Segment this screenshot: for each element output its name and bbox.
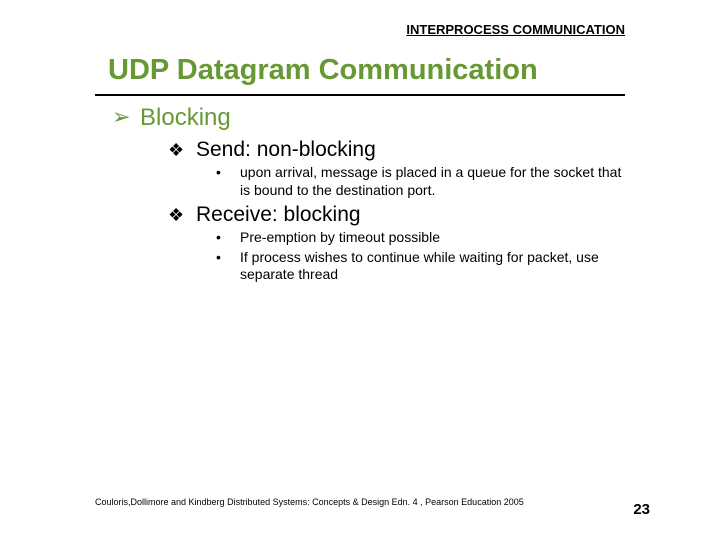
footer: Couloris,Dollimore and Kindberg Distribu… <box>95 492 635 510</box>
page-number: 23 <box>633 501 650 518</box>
bullet-send-1: upon arrival, message is placed in a que… <box>216 164 632 199</box>
content-body: Blocking Send: non-blocking upon arrival… <box>112 104 632 286</box>
bullet-receive-1: Pre-emption by timeout possible <box>216 229 632 247</box>
heading-send: Send: non-blocking <box>168 138 632 162</box>
citation: Couloris,Dollimore and Kindberg Distribu… <box>95 497 524 507</box>
title-rule <box>95 94 625 96</box>
heading-receive: Receive: blocking <box>168 203 632 227</box>
heading-blocking: Blocking <box>112 104 632 132</box>
slide: INTERPROCESS COMMUNICATION UDP Datagram … <box>0 0 720 540</box>
bullet-receive-2: If process wishes to continue while wait… <box>216 249 632 284</box>
header-label: INTERPROCESS COMMUNICATION <box>406 22 625 37</box>
slide-title: UDP Datagram Communication <box>108 54 538 87</box>
